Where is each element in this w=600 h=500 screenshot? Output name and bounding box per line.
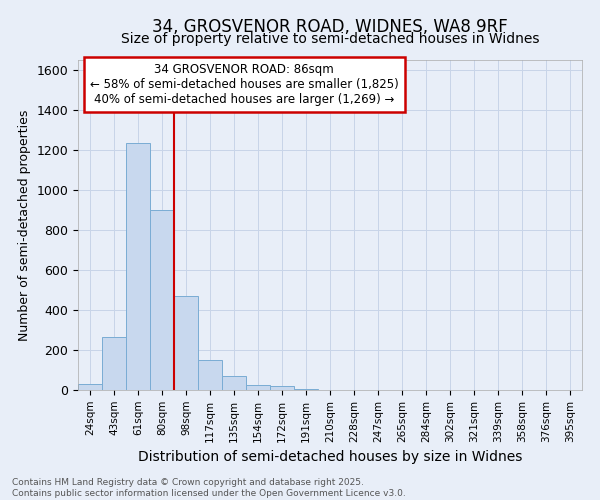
Bar [102,337,126,390]
Bar [126,143,150,390]
Bar [174,296,198,390]
Text: Contains HM Land Registry data © Crown copyright and database right 2025.
Contai: Contains HM Land Registry data © Crown c… [12,478,406,498]
Text: 34, GROSVENOR ROAD, WIDNES, WA8 9RF: 34, GROSVENOR ROAD, WIDNES, WA8 9RF [152,18,508,36]
Text: 34 GROSVENOR ROAD: 86sqm
← 58% of semi-detached houses are smaller (1,825)
40% o: 34 GROSVENOR ROAD: 86sqm ← 58% of semi-d… [90,64,398,106]
X-axis label: Distribution of semi-detached houses by size in Widnes: Distribution of semi-detached houses by … [138,450,522,464]
Bar [222,376,246,390]
Bar [270,386,294,390]
Bar [78,384,102,390]
Bar [198,360,222,390]
Bar [294,389,318,390]
Bar [150,210,174,390]
Text: Size of property relative to semi-detached houses in Widnes: Size of property relative to semi-detach… [121,32,539,46]
Y-axis label: Number of semi-detached properties: Number of semi-detached properties [18,110,31,340]
Bar [246,385,270,390]
